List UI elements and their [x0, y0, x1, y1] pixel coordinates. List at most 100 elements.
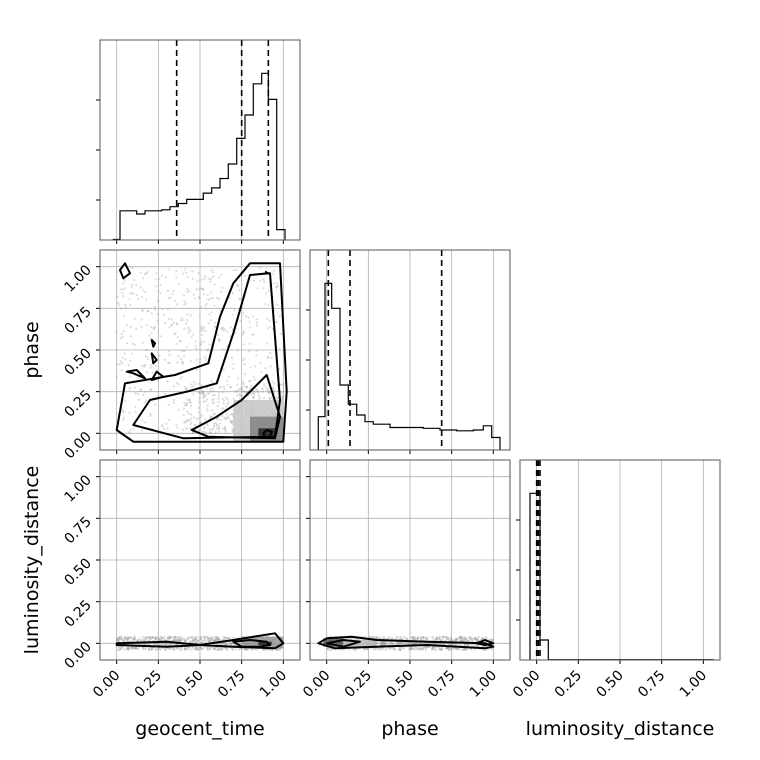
- sample-point: [133, 635, 136, 639]
- x-tick-label: 0.25: [132, 668, 165, 701]
- sample-point: [172, 648, 175, 651]
- sample-point: [216, 333, 220, 336]
- sample-point: [166, 308, 170, 311]
- sample-point: [162, 636, 165, 639]
- sample-point: [188, 398, 191, 401]
- sample-point: [179, 648, 182, 651]
- sample-point: [221, 414, 224, 418]
- sample-point: [461, 638, 464, 642]
- sample-point: [167, 636, 170, 639]
- sample-point: [390, 642, 393, 645]
- sample-point: [131, 283, 134, 287]
- sample-point: [366, 648, 369, 651]
- sample-point: [153, 643, 156, 646]
- sample-point: [269, 365, 272, 368]
- sample-point: [185, 647, 188, 650]
- sample-point: [217, 637, 220, 640]
- sample-point: [406, 637, 409, 640]
- sample-point: [216, 638, 219, 641]
- sample-point: [133, 637, 136, 640]
- sample-point: [238, 647, 242, 650]
- sample-point: [183, 402, 186, 405]
- sample-point: [383, 643, 386, 646]
- sample-point: [216, 637, 220, 641]
- sample-point: [161, 637, 164, 640]
- sample-point: [402, 646, 405, 650]
- sample-point: [246, 648, 249, 651]
- sample-point: [435, 637, 438, 640]
- sample-point: [201, 333, 204, 336]
- sample-point: [211, 296, 214, 300]
- sample-point: [421, 636, 424, 639]
- sample-point: [176, 426, 179, 429]
- sample-point: [146, 635, 149, 638]
- sample-point: [238, 297, 241, 300]
- hist-luminosity-distance-grid: [536, 460, 704, 660]
- sample-point: [154, 364, 157, 367]
- sample-point: [420, 636, 423, 639]
- sample-point: [181, 361, 184, 364]
- sample-point: [143, 365, 146, 368]
- sample-point: [200, 421, 203, 424]
- sample-point: [213, 424, 216, 427]
- sample-point: [431, 636, 434, 639]
- sample-point: [400, 637, 403, 640]
- sample-point: [433, 648, 436, 651]
- sample-point: [175, 647, 178, 650]
- panel-geocent-time-vs-phase-contour-2: [190, 374, 281, 440]
- sample-point: [242, 382, 245, 385]
- sample-point: [281, 395, 284, 398]
- sample-point: [214, 639, 217, 642]
- sample-point: [180, 319, 183, 322]
- sample-point: [126, 646, 129, 649]
- sample-point: [265, 342, 268, 345]
- sample-point: [459, 638, 462, 642]
- sample-point: [250, 648, 253, 652]
- sample-point: [150, 647, 153, 651]
- sample-point: [231, 648, 234, 651]
- panel-geocent-time-vs-phase-contour-9: [264, 270, 269, 275]
- sample-point: [116, 295, 119, 298]
- sample-point: [167, 317, 170, 320]
- sample-point: [153, 326, 157, 329]
- sample-point: [149, 648, 152, 651]
- sample-point: [185, 401, 189, 404]
- sample-point: [149, 636, 152, 639]
- sample-point: [202, 293, 205, 296]
- sample-point: [142, 635, 145, 639]
- sample-point: [134, 405, 137, 409]
- sample-point: [426, 636, 429, 639]
- sample-point: [383, 641, 386, 644]
- sample-point: [256, 390, 259, 393]
- sample-point: [438, 648, 442, 652]
- sample-point: [276, 648, 279, 651]
- sample-point: [175, 646, 178, 649]
- sample-point: [248, 320, 251, 323]
- x-tick-label: 1.00: [257, 668, 290, 701]
- sample-point: [363, 648, 366, 651]
- sample-point: [174, 299, 177, 303]
- sample-point: [117, 639, 120, 643]
- sample-point: [152, 636, 155, 639]
- sample-point: [141, 428, 144, 432]
- x-tick-label: 0.50: [593, 668, 626, 701]
- sample-point: [264, 385, 267, 388]
- sample-point: [138, 646, 141, 649]
- sample-point: [225, 412, 228, 415]
- sample-point: [442, 636, 445, 639]
- sample-point: [464, 648, 467, 651]
- sample-point: [275, 321, 278, 324]
- sample-point: [163, 636, 166, 639]
- sample-point: [173, 639, 176, 642]
- sample-point: [206, 637, 209, 640]
- y-tick-label: 0.25: [61, 597, 94, 630]
- y-tick-label: 0.00: [61, 639, 94, 672]
- sample-point: [388, 647, 391, 650]
- sample-point: [145, 355, 148, 358]
- sample-point: [202, 396, 205, 400]
- sample-point: [457, 648, 460, 651]
- sample-point: [475, 638, 478, 641]
- sample-point: [123, 638, 126, 641]
- sample-point: [263, 648, 266, 651]
- sample-point: [225, 430, 228, 433]
